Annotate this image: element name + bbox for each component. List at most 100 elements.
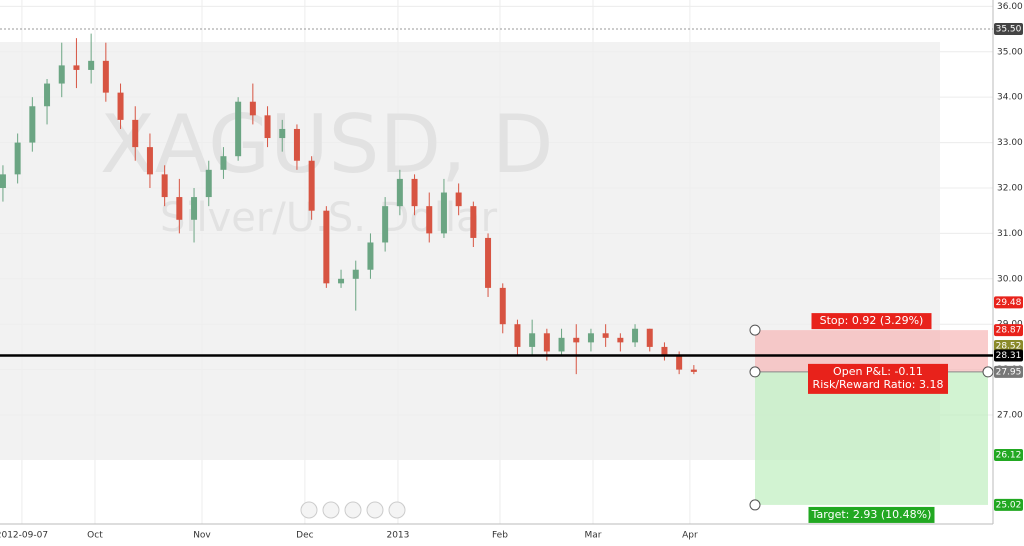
y-tick-label: 36.00 — [997, 2, 1023, 12]
position-handle[interactable] — [749, 324, 761, 336]
candle-body — [279, 128, 286, 139]
y-tick-label: 33.00 — [997, 138, 1023, 148]
x-tick-label: Dec — [296, 531, 313, 541]
candle-body — [308, 160, 315, 211]
watermark-title: XAGUSD, D — [100, 98, 554, 191]
price-tag-label: 29.48 — [996, 298, 1022, 308]
position-label: Stop: 0.92 (3.29%) — [820, 314, 924, 327]
candle-body — [632, 328, 639, 343]
candle-body — [29, 106, 36, 143]
candle-body — [132, 119, 139, 148]
price-tag-label: 35.50 — [996, 25, 1022, 35]
x-tick-label: 2012-09-07 — [0, 531, 48, 541]
position-handle[interactable] — [982, 366, 994, 378]
price-tag — [994, 324, 1023, 337]
position-label-bg — [808, 506, 935, 523]
candle-body — [191, 197, 198, 220]
candle-body — [646, 328, 653, 347]
candle-body — [440, 192, 447, 234]
scroll-right-button[interactable] — [388, 501, 406, 519]
candle-body — [485, 237, 492, 288]
x-tick-label: Mar — [585, 531, 602, 541]
price-tag-label: 26.12 — [996, 450, 1022, 460]
candle-body — [455, 192, 462, 207]
price-tag — [994, 23, 1023, 36]
candle-body — [88, 60, 95, 70]
price-tag — [994, 296, 1023, 309]
position-label: Risk/Reward Ratio: 3.18 — [813, 378, 944, 391]
candle-body — [661, 346, 668, 356]
x-tick-label: Oct — [87, 531, 103, 541]
position-label-bg — [808, 363, 948, 394]
candle-body — [14, 142, 21, 175]
candle-body — [102, 60, 109, 93]
price-tag — [994, 365, 1023, 378]
x-tick-label: Feb — [492, 531, 508, 541]
candle-body — [176, 197, 183, 220]
candle-body — [249, 101, 256, 116]
y-tick-label: 34.00 — [997, 93, 1023, 103]
y-tick-label: 30.00 — [997, 274, 1023, 284]
position-label: Target: 2.93 (10.48%) — [811, 508, 932, 521]
target-zone — [755, 371, 988, 505]
candle-body — [529, 333, 536, 347]
price-tag-label: 28.87 — [996, 326, 1022, 336]
y-tick-label: 32.00 — [997, 183, 1023, 193]
price-tag-label: 25.02 — [996, 500, 1022, 510]
candle-body — [367, 242, 374, 270]
candle-body — [617, 337, 624, 343]
candle-body — [396, 178, 403, 207]
zoom-in-button[interactable] — [366, 501, 384, 519]
candle-body — [58, 65, 65, 84]
candle-body — [382, 206, 389, 243]
position-handle[interactable] — [749, 366, 761, 378]
candle-body — [338, 278, 345, 284]
y-tick-label: 27.00 — [997, 411, 1023, 421]
nav-buttons — [300, 501, 406, 519]
price-tag-label: 27.95 — [996, 367, 1022, 377]
candle-body — [146, 147, 153, 175]
candle-body — [161, 174, 168, 198]
candle-body — [352, 269, 359, 279]
price-tag-label: 28.31 — [996, 351, 1022, 361]
candle-body — [690, 369, 697, 372]
candle-body — [573, 337, 580, 343]
scroll-left-button[interactable] — [300, 501, 318, 519]
position-label: Open P&L: -0.11 — [833, 365, 923, 378]
position-handle[interactable] — [749, 499, 761, 511]
candle-body — [411, 178, 418, 207]
candle-body — [499, 287, 506, 325]
x-tick-label: Nov — [193, 531, 211, 541]
candle-body — [426, 206, 433, 234]
plot — [0, 33, 697, 375]
y-tick-label: 31.00 — [997, 229, 1023, 239]
candle-body — [0, 174, 6, 188]
zoom-out-button[interactable] — [322, 501, 340, 519]
candle-body — [543, 333, 550, 352]
candle-body — [117, 92, 124, 120]
y-tick-label: 35.00 — [997, 47, 1023, 57]
candle-body — [235, 101, 242, 157]
candle-body — [676, 355, 683, 370]
candle-body — [293, 128, 300, 161]
price-tag — [994, 349, 1023, 362]
candle-body — [558, 337, 565, 352]
candle-body — [470, 206, 477, 238]
position-label-bg — [811, 313, 932, 330]
candle-body — [220, 156, 227, 170]
reset-button[interactable] — [344, 501, 362, 519]
x-tick-label: Apr — [682, 531, 698, 541]
x-tick-label: 2013 — [386, 531, 409, 541]
candle-body — [205, 169, 212, 198]
price-tag — [994, 498, 1023, 511]
candle-body — [264, 115, 271, 139]
candle-body — [323, 210, 330, 284]
candle-body — [44, 83, 51, 107]
candle-body — [73, 65, 80, 70]
price-tag — [994, 340, 1023, 353]
candle-body — [602, 333, 609, 338]
price-tag-label: 28.52 — [996, 342, 1022, 352]
candle-body — [514, 324, 521, 347]
candle-body — [587, 333, 594, 343]
